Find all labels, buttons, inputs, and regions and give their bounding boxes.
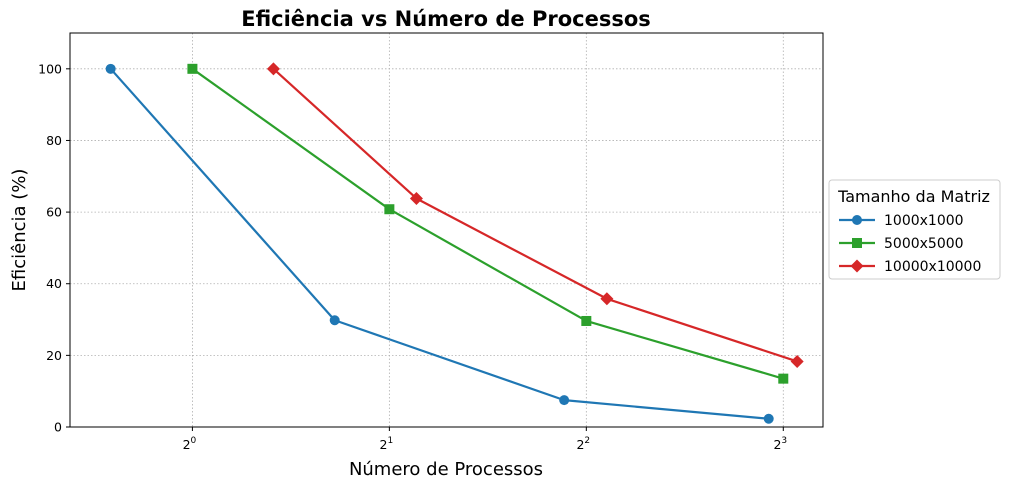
x-tick-label: 20	[183, 436, 197, 452]
y-tick-label: 80	[46, 133, 62, 148]
data-point	[600, 292, 614, 306]
y-tick-label: 20	[46, 348, 62, 363]
legend-item: 10000x10000	[839, 259, 981, 275]
x-tick-label: 21	[380, 436, 394, 452]
legend-items: 1000x1000 5000x5000 10000x10000	[839, 213, 981, 275]
series-line	[109, 67, 770, 420]
series-5000x5000	[187, 63, 789, 384]
data-point	[778, 373, 789, 384]
data-point	[790, 354, 804, 368]
data-point	[409, 191, 423, 205]
grid	[70, 33, 823, 428]
y-tick-label: 100	[38, 61, 62, 76]
legend-title: Tamanho da Matriz	[837, 187, 990, 206]
series-layer	[105, 62, 804, 424]
data-point	[105, 63, 116, 74]
y-tick-label: 0	[54, 420, 62, 435]
legend-swatch-marker	[852, 238, 862, 248]
series-1000x1000	[105, 63, 774, 424]
data-point	[763, 413, 774, 424]
legend-swatch-marker	[850, 259, 864, 273]
x-tick-label: 22	[576, 436, 590, 452]
legend: Tamanho da Matriz 1000x10005000x50001000…	[828, 179, 1001, 280]
data-point	[384, 204, 395, 215]
x-tick-label: 23	[773, 436, 787, 452]
legend-item: 5000x5000	[839, 236, 964, 252]
series-line	[272, 67, 799, 363]
chart-title: Eficiência vs Número de Processos	[241, 7, 651, 31]
legend-label: 5000x5000	[884, 236, 964, 252]
data-point	[266, 62, 280, 76]
data-point	[329, 315, 340, 326]
axis-ticks: 0 20 40 60 80 100 20 21 22 23	[38, 61, 787, 452]
plot-frame	[69, 32, 824, 428]
legend-box	[828, 179, 1001, 280]
data-point	[187, 63, 198, 74]
series-10000x10000	[266, 62, 804, 368]
legend-label: 10000x10000	[884, 259, 981, 275]
x-axis-label: Número de Processos	[349, 459, 543, 480]
y-tick-label: 60	[46, 205, 62, 220]
legend-swatch-marker	[852, 215, 862, 225]
data-point	[559, 395, 570, 406]
data-point	[581, 315, 592, 326]
y-axis-label: Eficiência (%)	[9, 169, 30, 292]
series-line	[191, 67, 785, 380]
y-tick-label: 40	[46, 276, 62, 291]
legend-label: 1000x1000	[884, 213, 964, 229]
legend-item: 1000x1000	[839, 213, 964, 229]
